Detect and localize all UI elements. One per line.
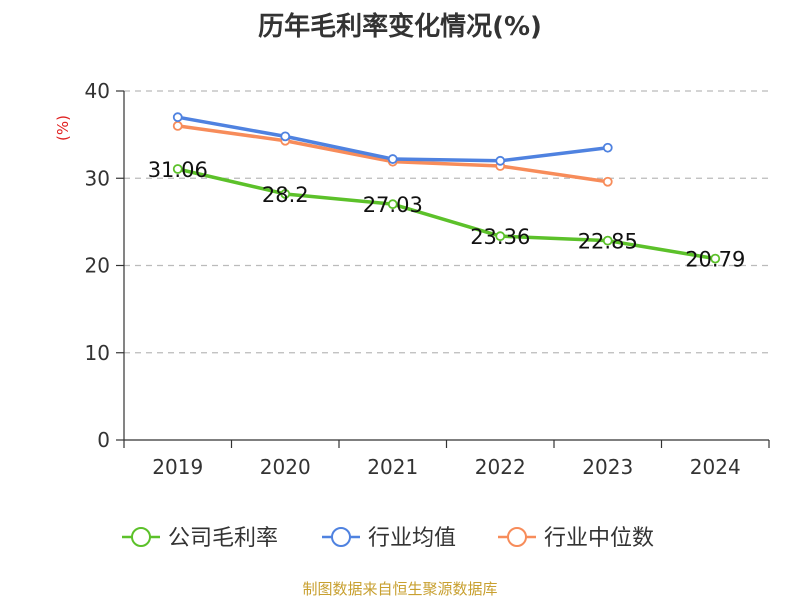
series-line [177,167,716,261]
data-point [387,199,398,210]
chart-title: 历年毛利率变化情况(%) [258,12,542,42]
legend-item-label: 行业均值 [368,526,456,551]
data-point [172,164,183,174]
data-point [602,235,613,246]
data-point [172,121,183,131]
data-point [387,154,398,164]
x-tick-label: 2023 [582,455,633,479]
legend-item-label: 行业中位数 [544,526,654,551]
data-point [495,231,506,242]
legend-marker-icon [507,527,527,547]
legend-marker-icon [131,527,151,547]
y-tick-label: 40 [85,79,110,103]
x-tick-label: 2024 [690,455,741,479]
y-tick-label: 30 [85,166,110,190]
axis-layer: 0 10 20 30 40 2019 2020 2021 2022 2023 2024 [85,79,770,479]
x-tick-label: 2021 [367,455,418,479]
data-point [280,189,291,199]
data-point [172,112,183,123]
data-point [710,253,721,264]
x-tick-label: 2019 [152,455,203,479]
grid-layer [124,90,769,354]
x-tick-label: 2020 [260,455,311,479]
data-label: 22.85 [578,230,638,254]
data-point [495,155,506,166]
data-label: 31.06 [148,158,208,182]
legend-item-label: 公司毛利率 [168,526,278,551]
y-tick-label: 10 [85,341,110,365]
y-tick-label: 0 [97,428,110,452]
data-point [280,131,291,142]
label-layer: 31.06 28.2 27.03 23.36 22.85 20.79 [148,158,746,272]
legend-marker-icon [331,527,351,547]
data-label: 20.79 [685,248,745,272]
data-label: 27.03 [363,193,423,217]
data-point [602,176,613,187]
data-point [602,142,613,153]
y-axis-unit-label: (%) [54,115,72,141]
source-note: 制图数据来自恒生聚源数据库 [302,580,498,598]
data-label: 23.36 [470,225,530,249]
series-layer [172,112,721,264]
y-tick-label: 20 [85,254,110,278]
x-tick-label: 2022 [475,455,526,479]
legend: 公司毛利率 行业均值 行业中位数 [122,526,654,551]
data-label: 28.2 [262,183,309,207]
